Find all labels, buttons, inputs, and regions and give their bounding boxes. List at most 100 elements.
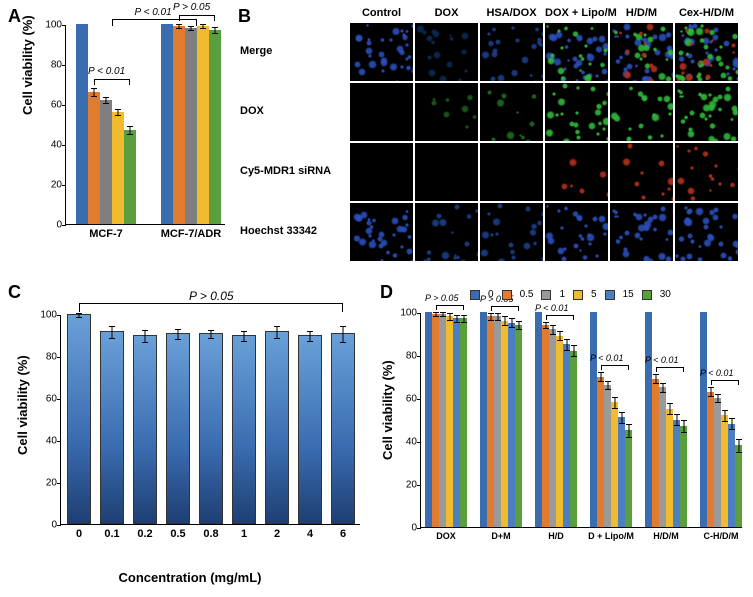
col-head: DOX [415,7,478,19]
micrograph-cell [350,23,413,81]
bar [590,312,597,527]
legend-label: 0 [488,289,494,300]
micrograph-cell [480,143,543,201]
xtick: 0 [64,528,94,540]
bar [515,325,522,527]
col-head: HSA/DOX [480,7,543,19]
bar [112,112,124,224]
bar [76,24,88,224]
legend-label: 30 [660,289,671,300]
xtick: 1 [229,528,259,540]
bar [618,417,625,527]
xtick: D+M [476,531,526,541]
xtick: 0.5 [163,528,193,540]
panel-a: Cell viability (%) 020406080100MCF-7P < … [20,10,230,260]
col-head: DOX + Lipo/M [545,7,608,19]
micrograph-cell [545,83,608,141]
panel-d-chart: 020406080100DOXP > 0.05D+MP > 0.05H/DP <… [420,313,742,528]
bar [232,335,256,524]
bar [298,335,322,524]
row-head: DOX [240,105,345,117]
micrograph-cell [415,203,478,261]
micrograph-cell [610,23,673,81]
col-head: H/D/M [610,7,673,19]
legend-label: 5 [591,289,597,300]
row-head: Cy5-MDR1 siRNA [240,165,345,177]
bar [173,26,185,224]
bar [707,392,714,527]
bar [166,333,190,524]
bar [199,333,223,524]
bar [124,130,136,224]
bar [185,28,197,224]
micrograph-cell [415,23,478,81]
bar [700,312,707,527]
bar [549,329,556,527]
legend-label: 1 [559,289,565,300]
xtick: 4 [295,528,325,540]
row-head: Hoechst 33342 [240,225,345,237]
legend-swatch [502,290,512,300]
bar [556,336,563,527]
bar [625,430,632,527]
xtick: 6 [328,528,358,540]
bar [652,379,659,527]
bar [100,331,124,524]
bar [100,100,112,224]
legend-swatch [470,290,480,300]
bar [728,424,735,527]
bar [535,312,542,527]
col-head: Control [350,7,413,19]
bar [645,312,652,527]
micrograph-cell [610,83,673,141]
bar [331,333,355,524]
bar [604,385,611,527]
xtick: H/D/M [641,531,691,541]
panel-c: Cell viability (%) 02040608010000.10.20.… [10,285,370,585]
bar [197,26,209,224]
legend-label: 15 [623,289,634,300]
bar [209,30,221,224]
micrograph-cell [610,143,673,201]
bar [439,314,446,527]
p-label: P > 0.05 [173,2,210,13]
legend-swatch [642,290,652,300]
bar [425,312,432,527]
bar [453,318,460,527]
micrograph-cell [480,203,543,261]
xtick: 0.1 [97,528,127,540]
panel-b-grid [350,23,738,261]
micrograph-cell [610,203,673,261]
micrograph-cell [480,23,543,81]
panel-d-ylabel: Cell viability (%) [380,360,395,460]
bar [597,377,604,528]
bar [735,445,742,527]
p-label: P < 0.01 [88,66,125,77]
bar [446,316,453,527]
panel-a-ylabel: Cell viability (%) [20,15,35,115]
xtick: 0.8 [196,528,226,540]
bar [494,316,501,527]
bar [721,415,728,527]
bar [611,402,618,527]
bar [666,409,673,527]
xtick: 2 [262,528,292,540]
micrograph-cell [350,143,413,201]
micrograph-cell [675,143,738,201]
panel-c-xlabel: Concentration (mg/mL) [10,570,370,585]
xtick: D + Lipo/M [586,531,636,541]
bar [508,323,515,527]
micrograph-cell [480,83,543,141]
col-head: Cex-H/D/M [675,7,738,19]
micrograph-cell [675,203,738,261]
xlabel: MCF-7/ADR [156,228,226,240]
bar [542,325,549,527]
bar [67,314,91,524]
row-head: Merge [240,45,345,57]
legend-swatch [541,290,551,300]
legend-swatch [605,290,615,300]
xtick: H/D [531,531,581,541]
micrograph-cell [545,143,608,201]
bar [460,318,467,527]
bar [563,344,570,527]
